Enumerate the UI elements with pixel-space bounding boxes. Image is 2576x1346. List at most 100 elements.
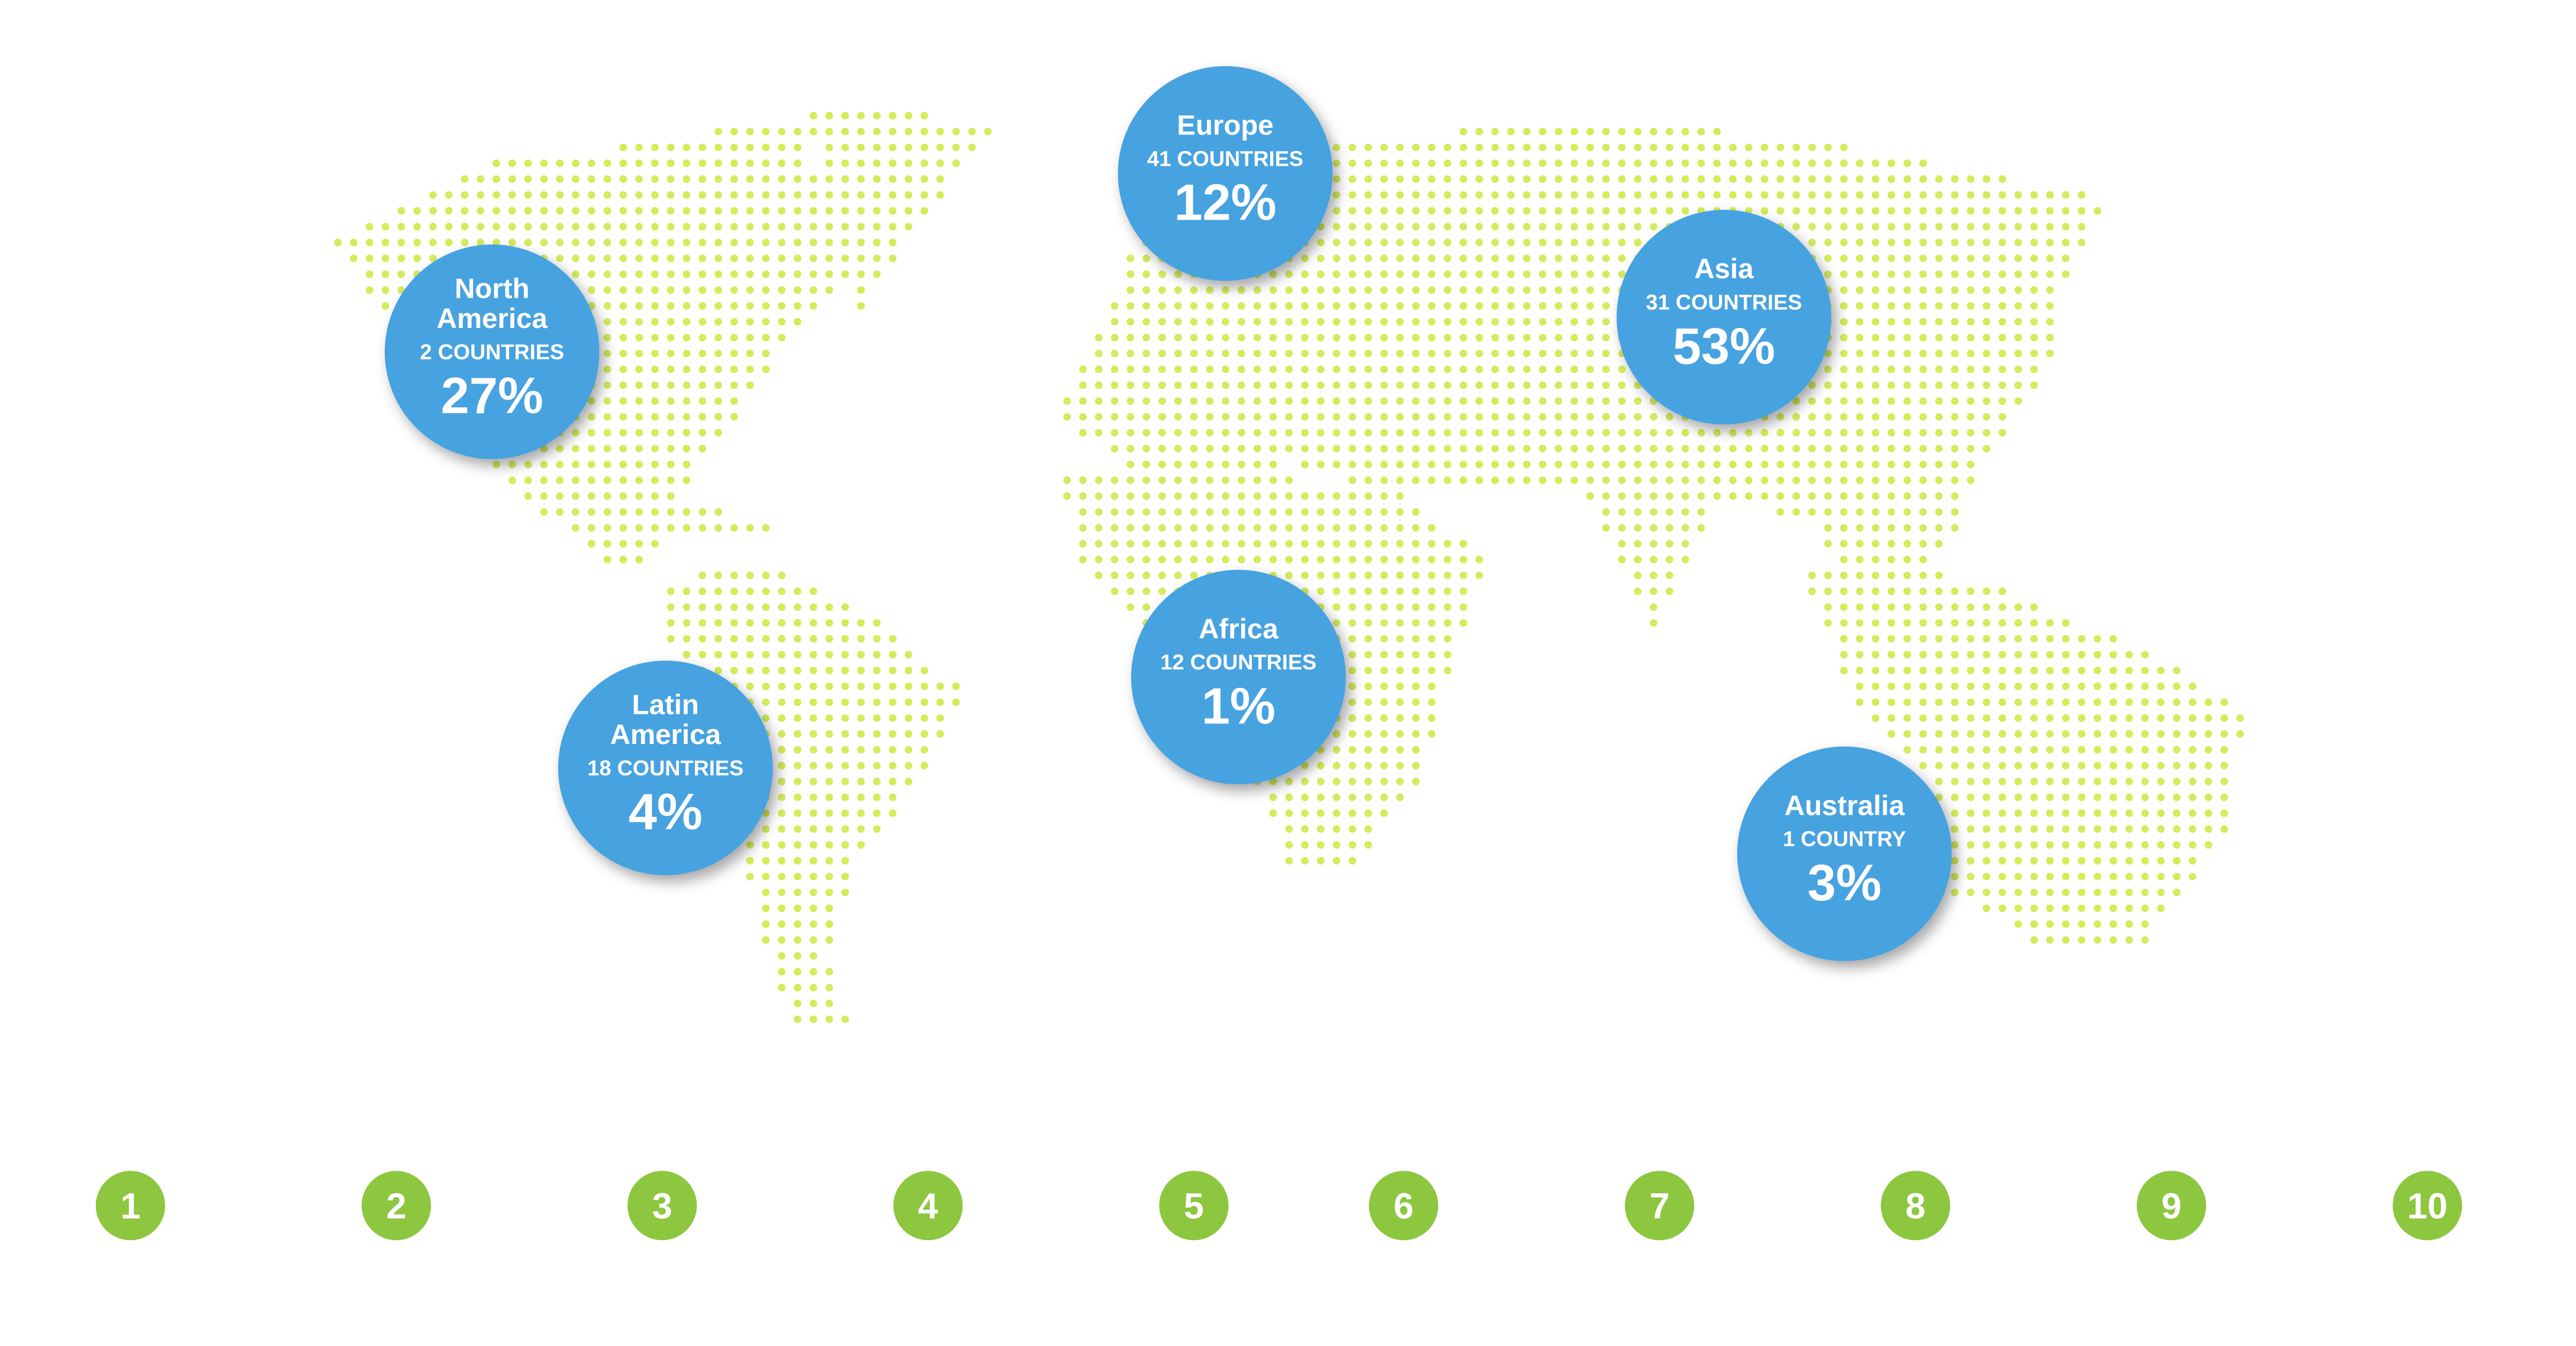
map-dot (1332, 159, 1341, 168)
map-dot (2014, 270, 2023, 278)
map-dot (666, 524, 675, 532)
map-dot (1586, 349, 1594, 358)
region-share: 1% (1202, 678, 1276, 735)
map-dot (1744, 492, 1753, 500)
map-dot (809, 730, 817, 738)
map-dot (1285, 349, 1293, 358)
map-dot (1269, 809, 1277, 817)
map-dot (1206, 333, 1214, 342)
map-dot (857, 714, 865, 722)
map-dot (1602, 286, 1610, 294)
map-dot (1412, 175, 1420, 183)
map-dot (2125, 777, 2133, 785)
map-dot (1459, 603, 1467, 611)
map-dot (1316, 255, 1325, 262)
map-dot (1713, 429, 1721, 437)
map-dot (1222, 286, 1229, 294)
map-dot (1998, 793, 2007, 801)
map-dot (1982, 397, 1991, 405)
map-dot (809, 191, 817, 199)
map-dot (682, 445, 691, 453)
map-dot (1744, 175, 1753, 183)
map-dot (2062, 841, 2070, 849)
map-dot (1491, 175, 1499, 183)
map-dot (888, 746, 897, 754)
map-dot (809, 777, 817, 785)
map-dot (730, 207, 738, 215)
map-dot (1428, 714, 1436, 722)
map-dot (1887, 223, 1895, 231)
map-dot (1142, 555, 1151, 563)
map-dot (1475, 555, 1483, 563)
map-dot (2062, 777, 2070, 785)
map-dot (1142, 524, 1151, 532)
map-dot (2014, 302, 2023, 310)
map-dot (1538, 191, 1547, 199)
map-dot (1110, 349, 1119, 358)
map-dot (1602, 270, 1610, 278)
map-dot (666, 365, 675, 373)
map-dot (666, 429, 675, 437)
map-dot (1285, 492, 1293, 500)
map-dot (1872, 223, 1880, 231)
map-dot (762, 856, 770, 865)
map-dot (1332, 413, 1341, 421)
map-dot (778, 635, 786, 643)
map-dot (1364, 571, 1372, 579)
map-dot (1792, 159, 1801, 168)
map-dot (1316, 239, 1325, 247)
map-dot (1380, 191, 1388, 199)
map-dot (714, 603, 722, 611)
map-dot (1110, 445, 1119, 453)
map-dot (1332, 333, 1341, 342)
map-dot (1760, 207, 1769, 215)
map-dot (1459, 143, 1467, 152)
map-dot (1681, 476, 1689, 484)
map-dot (587, 540, 595, 548)
map-dot (666, 318, 675, 326)
map-dot (1237, 381, 1245, 389)
map-dot (2125, 793, 2133, 801)
map-dot (2046, 651, 2054, 659)
map-dot (1872, 682, 1880, 691)
map-dot (1522, 445, 1531, 453)
map-dot (698, 207, 707, 215)
map-dot (381, 223, 389, 231)
map-dot (1190, 461, 1198, 469)
map-dot (2141, 809, 2149, 817)
map-dot (1966, 239, 1975, 247)
map-dot (1650, 445, 1658, 453)
map-dot (714, 508, 722, 516)
map-dot (556, 239, 564, 247)
map-dot (1444, 318, 1451, 326)
map-dot (1475, 223, 1483, 231)
map-dot (1444, 191, 1451, 199)
map-dot (1554, 365, 1563, 373)
map-dot (2141, 841, 2149, 849)
map-dot (1222, 476, 1229, 484)
map-dot (651, 286, 659, 294)
map-dot (1396, 207, 1404, 215)
map-dot (1570, 318, 1579, 326)
map-dot (1237, 476, 1245, 484)
map-dot (888, 682, 897, 691)
map-dot (1348, 175, 1357, 183)
map-dot (2062, 856, 2070, 865)
map-dot (492, 207, 501, 215)
map-dot (872, 191, 881, 199)
map-dot (1126, 302, 1135, 310)
map-dot (1507, 127, 1515, 136)
map-dot (809, 714, 817, 722)
map-dot (1332, 302, 1341, 310)
map-dot (635, 445, 643, 453)
map-dot (1522, 381, 1531, 389)
map-dot (2030, 286, 2038, 294)
map-dot (2046, 714, 2054, 722)
region-share: 4% (629, 784, 703, 841)
map-dot (809, 809, 817, 817)
map-dot (1856, 698, 1864, 706)
map-dot (857, 841, 865, 849)
map-dot (841, 239, 849, 247)
